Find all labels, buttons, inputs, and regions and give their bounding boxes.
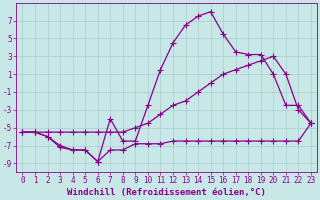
X-axis label: Windchill (Refroidissement éolien,°C): Windchill (Refroidissement éolien,°C) (67, 188, 266, 197)
